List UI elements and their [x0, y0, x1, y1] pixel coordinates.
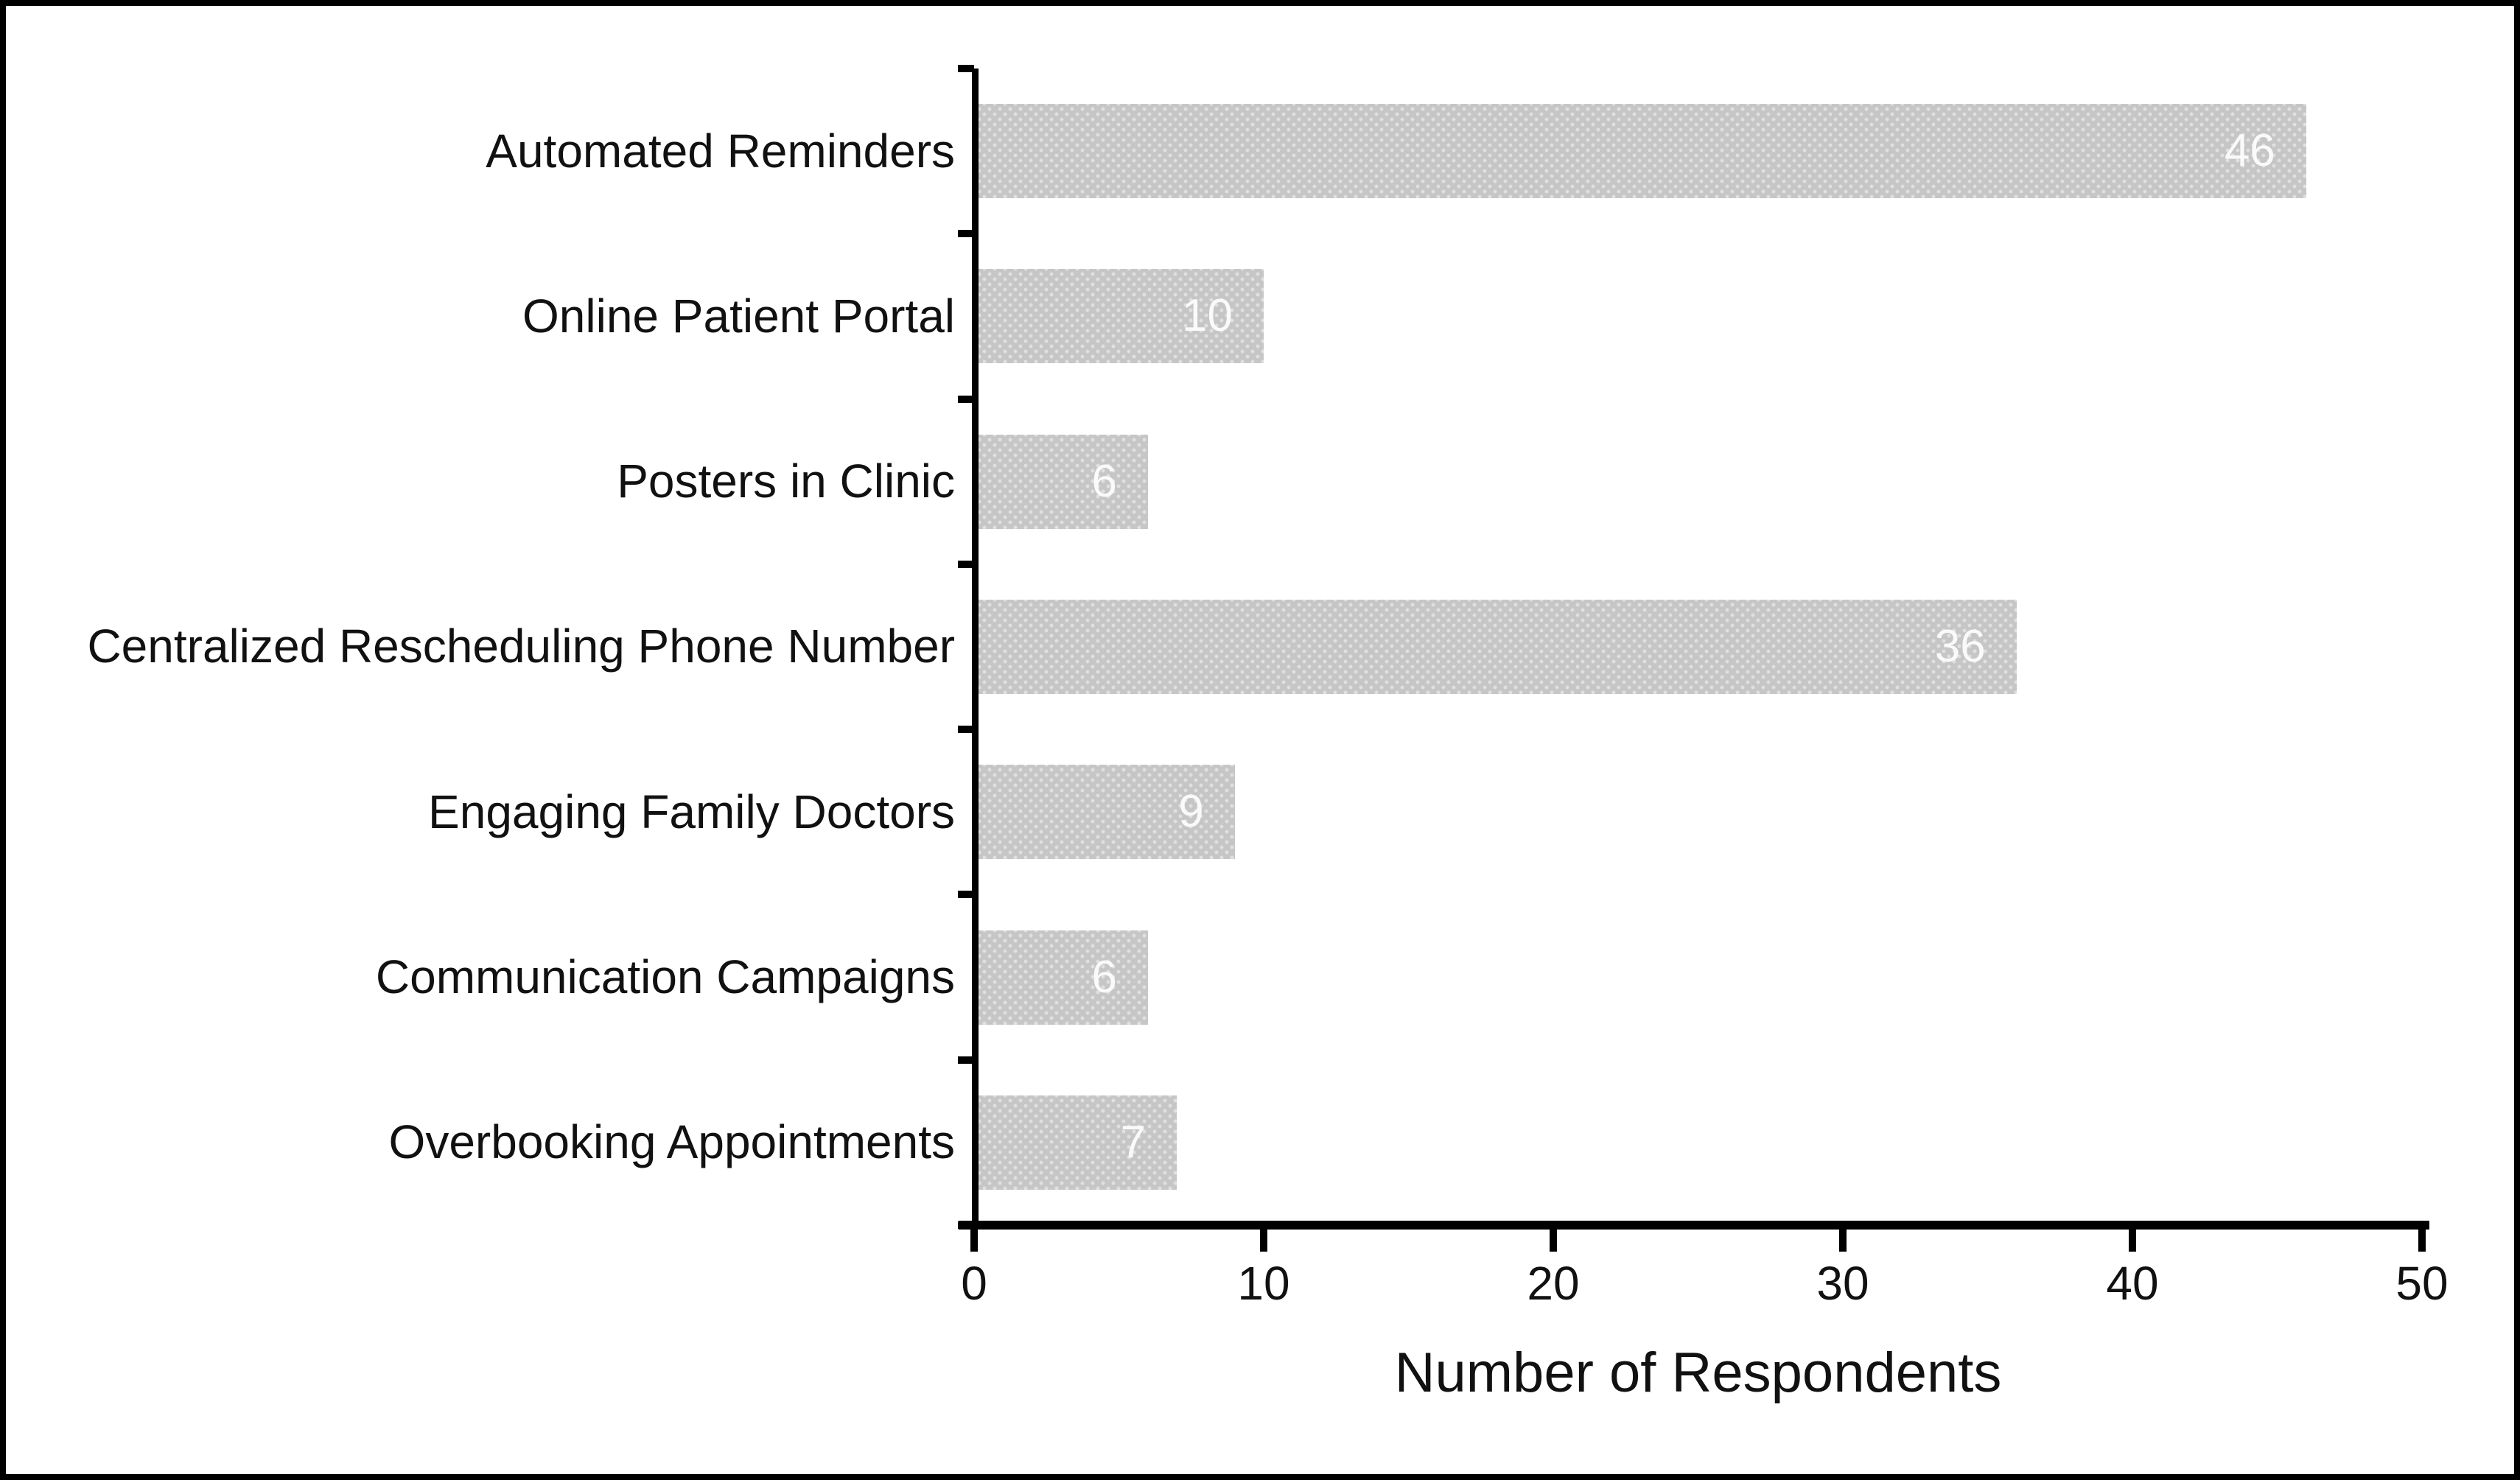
- bar-value-label: 10: [1182, 290, 1233, 342]
- y-axis-tick: [958, 65, 974, 72]
- x-axis-tick-label: 0: [961, 1257, 987, 1310]
- bar: 10: [974, 269, 1264, 364]
- bar: 6: [974, 930, 1148, 1025]
- category-label: Posters in Clinic: [617, 455, 955, 508]
- y-axis-tick: [958, 395, 974, 403]
- category-label: Online Patient Portal: [522, 289, 955, 343]
- bar: 36: [974, 600, 2017, 694]
- bar-value-label: 36: [1934, 621, 1986, 672]
- bar: 7: [974, 1095, 1177, 1190]
- bar-value-label: 9: [1178, 786, 1204, 838]
- x-axis-tick-label: 50: [2395, 1257, 2449, 1310]
- x-axis-tick: [2129, 1221, 2136, 1252]
- bar-value-label: 6: [1091, 455, 1117, 507]
- category-label: Automated Reminders: [486, 124, 955, 178]
- bar-value-label: 7: [1120, 1116, 1147, 1168]
- category-label: Engaging Family Doctors: [428, 785, 955, 838]
- y-axis-tick: [958, 560, 974, 568]
- bar: 6: [974, 434, 1148, 529]
- x-axis-tick: [1260, 1221, 1267, 1252]
- bar-value-label: 46: [2224, 125, 2275, 177]
- x-axis-tick: [970, 1221, 978, 1252]
- x-axis-title: Number of Respondents: [1394, 1342, 2002, 1404]
- x-axis-tick: [1839, 1221, 1847, 1252]
- category-label: Communication Campaigns: [375, 950, 955, 1003]
- y-axis-tick: [958, 726, 974, 734]
- x-axis-tick-label: 10: [1237, 1257, 1290, 1310]
- y-axis-tick: [958, 1056, 974, 1064]
- y-axis-tick: [958, 891, 974, 899]
- category-label: Overbooking Appointments: [388, 1115, 955, 1169]
- bar-value-label: 6: [1091, 951, 1117, 1003]
- x-axis-tick: [2418, 1221, 2426, 1252]
- bar: 9: [974, 765, 1235, 860]
- y-axis-tick: [958, 230, 974, 238]
- x-axis-tick: [1550, 1221, 1557, 1252]
- x-axis-tick-label: 20: [1527, 1257, 1580, 1310]
- x-axis-tick-label: 30: [1816, 1257, 1869, 1310]
- category-label: Centralized Rescheduling Phone Number: [87, 620, 955, 673]
- x-axis-tick-label: 40: [2106, 1257, 2159, 1310]
- bar: 46: [974, 104, 2306, 199]
- y-axis-line: [972, 69, 979, 1230]
- y-axis-tick: [958, 1221, 974, 1229]
- x-axis-line: [959, 1221, 2429, 1230]
